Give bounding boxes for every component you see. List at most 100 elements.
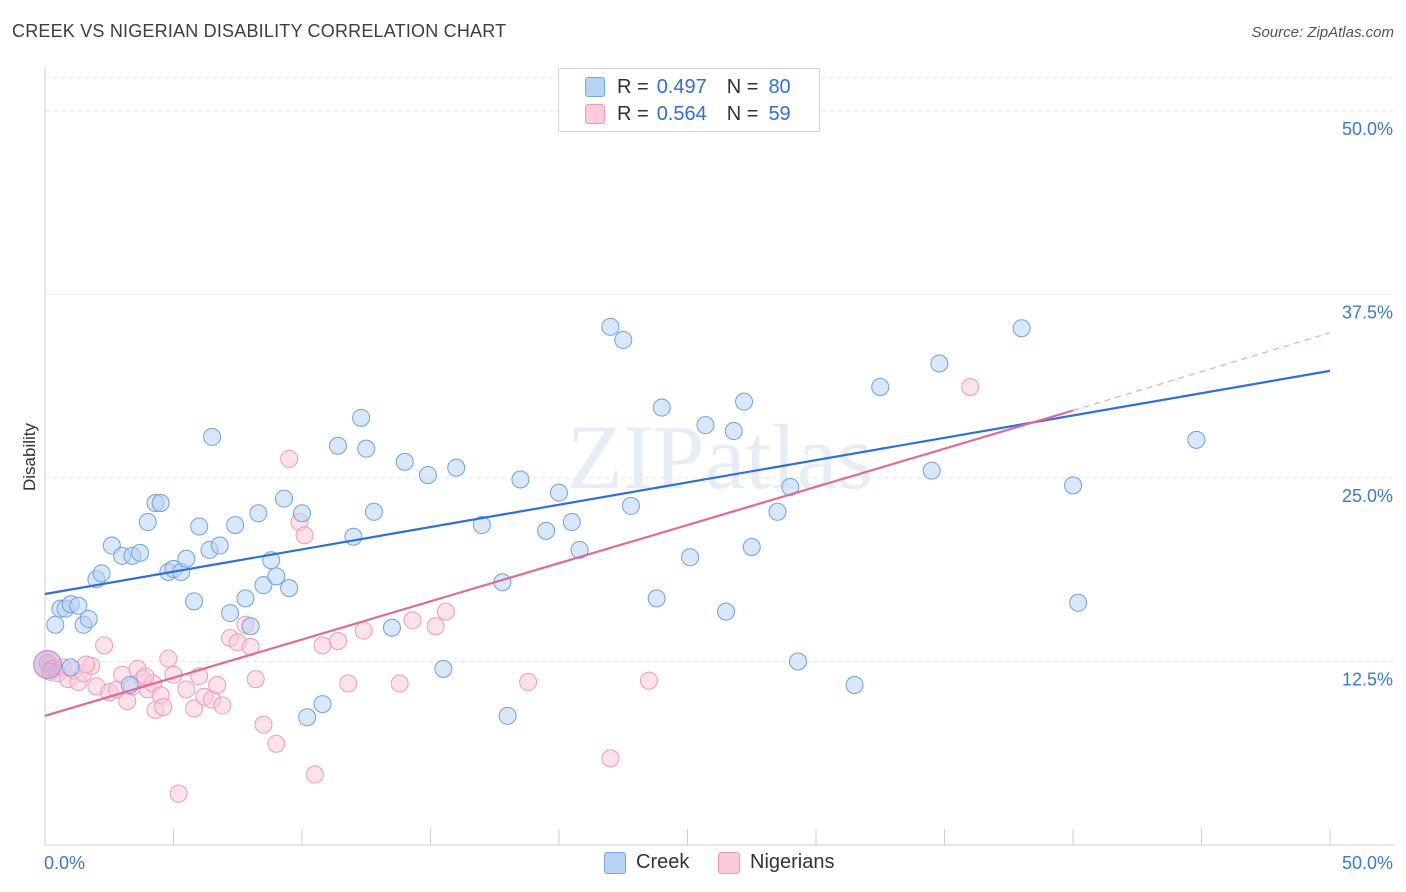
y-tick-label: 12.5% [1342, 670, 1393, 690]
nigerians-point [339, 674, 358, 693]
creek-point [1064, 476, 1082, 495]
creek-point [724, 422, 743, 441]
creek-point [537, 521, 556, 540]
creek-point [930, 354, 949, 373]
creek-point [472, 515, 491, 534]
creek-point [871, 378, 890, 397]
creek-point [511, 470, 530, 489]
creek-point [221, 604, 240, 623]
x-tick-label-max: 50.0% [1342, 853, 1393, 873]
creek-point [647, 589, 666, 608]
stats-legend: R = 0.497 N = 80 R = 0.564 N = 59 [558, 68, 820, 132]
creek-point [364, 502, 383, 521]
nigerians-point [246, 670, 265, 689]
nigerians-point [961, 378, 980, 397]
creek-point [395, 452, 414, 471]
nigerians-point [305, 765, 324, 784]
trend-lines [44, 332, 1331, 717]
x-ticks [44, 829, 1331, 845]
n-value: 80 [768, 75, 791, 98]
creek-point [434, 659, 453, 678]
creek-point [203, 427, 222, 446]
legend-item-creek[interactable]: Creek [604, 851, 689, 874]
y-tick-labels: 12.5% 25.0% 37.5% 50.0% [1342, 119, 1393, 689]
creek-swatch [585, 77, 605, 97]
creek-point [226, 515, 245, 534]
nigerians-swatch [585, 104, 605, 124]
creek-point [328, 436, 347, 455]
creek-point [151, 493, 170, 512]
y-tick-label: 50.0% [1342, 119, 1393, 139]
creek-point [249, 504, 268, 523]
nigerians-point [328, 631, 347, 650]
n-label: N = [726, 75, 759, 98]
watermark: ZIPatlas [567, 406, 874, 508]
creek-point [1069, 593, 1088, 612]
n-value: 59 [768, 102, 791, 125]
creek-point [601, 317, 620, 336]
creek-point [570, 540, 589, 559]
x-tick-label-min: 0.0% [44, 853, 85, 873]
legend-row-creek: R = 0.497 N = 80 [585, 75, 791, 99]
creek-point [185, 592, 204, 611]
nigerians-swatch [718, 851, 740, 874]
creek-point [254, 576, 273, 595]
creek-point [845, 675, 864, 694]
nigerians-trend-extension [1072, 332, 1331, 412]
y-tick-label: 37.5% [1342, 303, 1393, 323]
legend-row-nigerians: R = 0.564 N = 59 [585, 102, 791, 126]
creek-point [46, 615, 65, 634]
creek-point [344, 527, 363, 546]
creek-point [562, 513, 581, 532]
overlap-cluster-point [33, 649, 63, 679]
creek-point [313, 695, 332, 714]
creek-point [696, 416, 715, 435]
nigerians-point [213, 696, 232, 715]
legend-label-creek: Creek [636, 851, 690, 873]
legend-item-nigerians[interactable]: Nigerians [718, 851, 834, 874]
nigerians-point [267, 734, 286, 753]
r-label: R = [617, 75, 649, 98]
nigerians-point [159, 649, 178, 668]
creek-point [735, 392, 754, 411]
creek-trend-line [44, 369, 1331, 596]
nigerians-point [136, 667, 155, 686]
creek-point [922, 461, 941, 480]
nigerians-point [95, 636, 114, 655]
nigerians-point [280, 449, 299, 468]
nigerians-point [295, 526, 314, 545]
creek-point [621, 496, 640, 515]
n-label: N = [726, 102, 759, 125]
nigerians-trend-line [44, 409, 1074, 717]
creek-point [357, 439, 376, 458]
creek-point [382, 618, 401, 637]
nigerians-point [154, 698, 173, 717]
creek-point [789, 652, 808, 671]
creek-point [131, 543, 150, 562]
creek-point [1187, 430, 1206, 449]
nigerians-point [354, 621, 373, 640]
creek-point [79, 609, 98, 628]
creek-point [498, 706, 517, 725]
y-axis-title: Disability [20, 422, 39, 491]
nigerians-point [519, 673, 538, 692]
series-legend: Creek Nigerians [0, 851, 1406, 879]
creek-point [210, 536, 229, 555]
creek-point [768, 502, 787, 521]
creek-point [447, 458, 466, 477]
creek-point [138, 513, 157, 532]
nigerians-point [164, 665, 183, 684]
creek-point [61, 658, 80, 677]
creek-point [1012, 319, 1031, 338]
creek-point [177, 549, 196, 568]
nigerians-point [403, 611, 422, 630]
creek-point [280, 579, 299, 598]
creek-point [275, 489, 294, 508]
r-value: 0.497 [656, 75, 707, 98]
nigerians-point [426, 617, 445, 636]
nigerians-point [185, 699, 204, 718]
nigerians-point [77, 655, 96, 674]
creek-point [190, 517, 209, 536]
creek-point [298, 708, 317, 727]
